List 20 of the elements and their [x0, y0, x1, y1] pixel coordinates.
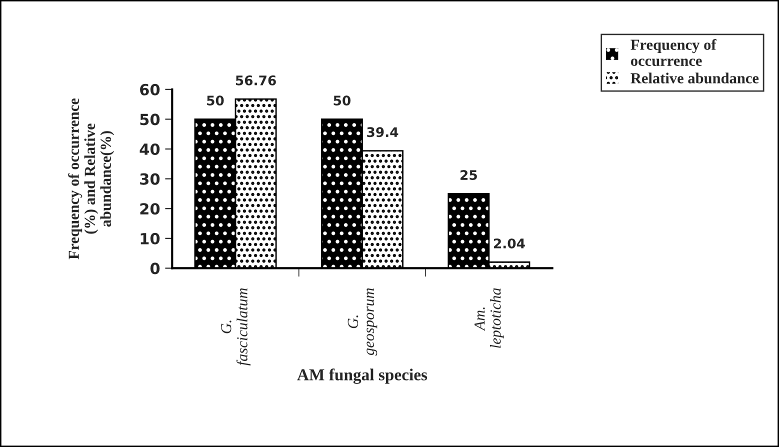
legend-label: Relative abundance [630, 72, 759, 84]
y-tick-label: 60 [140, 84, 160, 96]
data-label: 56.76 [236, 75, 276, 86]
data-label: 25 [460, 170, 477, 180]
y-axis-title: Frequency of occurrence (%) and Relative abundance(%) [68, 98, 114, 260]
y-tick-label: 30 [140, 173, 160, 185]
x-tick-label: G. geosporum [348, 288, 378, 356]
x-axis-title: AM fungal species [297, 368, 428, 384]
y-tick-label: 0 [150, 262, 160, 274]
data-label: 50 [207, 96, 224, 106]
data-label: 2.04 [494, 238, 525, 248]
y-tick-label: 50 [140, 114, 160, 126]
x-tick-label: G. fasciculatum [220, 288, 251, 366]
legend-label: Frequency of occurrence [630, 39, 716, 66]
data-label: 39.4 [367, 127, 398, 138]
y-tick-label: 40 [140, 143, 160, 156]
y-tick-label: 10 [140, 232, 160, 244]
x-tick-label: Am. leptoticha [474, 288, 504, 348]
data-label: 50 [334, 96, 351, 106]
y-tick-label: 20 [140, 203, 160, 215]
